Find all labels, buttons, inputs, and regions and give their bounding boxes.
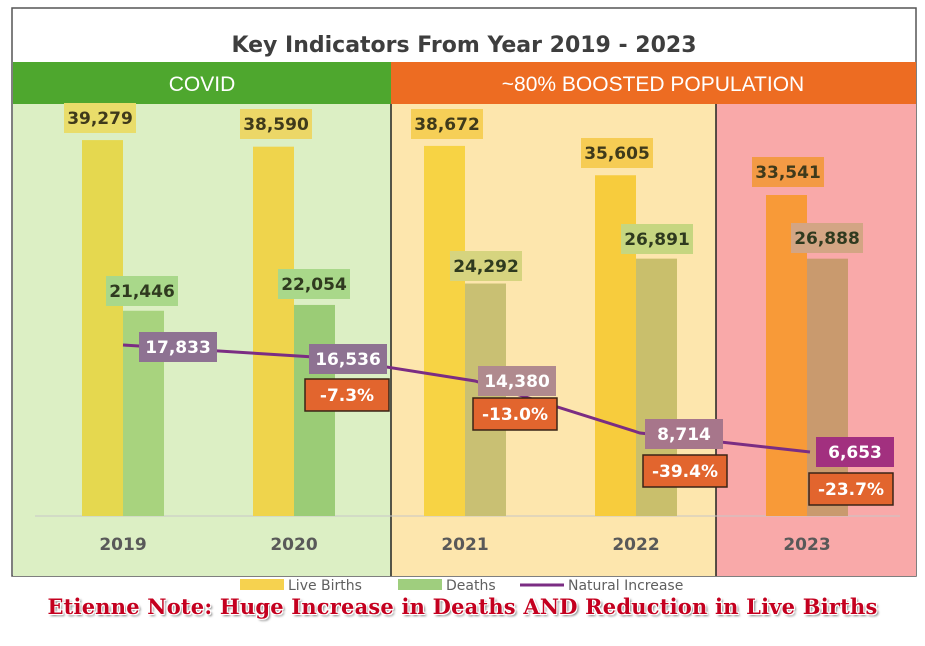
- covid-header: [13, 62, 391, 104]
- label-natural-increase-2021: 14,380: [484, 372, 550, 392]
- chart-title: Key Indicators From Year 2019 - 2023: [231, 33, 696, 58]
- label-natural-increase-2021-box: [478, 366, 556, 396]
- label-deaths-2023: 26,888: [794, 229, 860, 249]
- bar-live-births-2020: [253, 146, 294, 516]
- x-tick-label-2022: 2022: [612, 535, 659, 555]
- boosted-header-label: ~80% BOOSTED POPULATION: [502, 73, 804, 96]
- label-deaths-2019: 21,446: [109, 282, 175, 302]
- label-deaths-2023-box: [791, 223, 863, 253]
- label-change-4-box: [808, 472, 894, 506]
- bar-live-births-2019: [82, 140, 123, 516]
- x-tick-label-2021: 2021: [441, 535, 488, 555]
- label-natural-increase-2019-box: [139, 332, 217, 362]
- label-change-1: -7.3%: [320, 386, 374, 406]
- legend-label-3: Natural Increase: [568, 578, 683, 594]
- label-live-births-2019-box: [64, 103, 136, 133]
- label-natural-increase-2022: 8,714: [657, 425, 711, 445]
- label-deaths-2021-box: [450, 251, 522, 281]
- x-tick-label-2023: 2023: [783, 535, 830, 555]
- label-change-1-box: [304, 378, 390, 412]
- label-live-births-2022: 35,605: [584, 144, 650, 164]
- label-change-3-box: [642, 454, 728, 488]
- x-tick-label-2019: 2019: [99, 535, 146, 555]
- legend-label-1: Live Births: [288, 578, 362, 594]
- label-natural-increase-2019: 17,833: [145, 338, 211, 358]
- label-deaths-2019-box: [106, 276, 178, 306]
- label-change-2: -13.0%: [482, 405, 548, 425]
- label-live-births-2021-box: [411, 109, 483, 139]
- label-deaths-2020: 22,054: [281, 275, 347, 295]
- x-tick-label-2020: 2020: [270, 535, 317, 555]
- label-deaths-2022-box: [621, 224, 693, 254]
- label-change-3: -39.4%: [652, 462, 718, 482]
- etienne-note: Etienne Note: Huge Increase in Deaths AN…: [47, 594, 878, 619]
- label-deaths-2022: 26,891: [624, 230, 690, 250]
- covid-header-label: COVID: [169, 73, 236, 96]
- label-natural-increase-2022-box: [645, 419, 723, 449]
- label-natural-increase-2023: 6,653: [828, 443, 882, 463]
- label-change-4: -23.7%: [818, 480, 884, 500]
- label-live-births-2023-box: [752, 157, 824, 187]
- label-change-2-box: [472, 397, 558, 431]
- legend-swatch-2: [398, 579, 442, 590]
- label-live-births-2020-box: [240, 109, 312, 139]
- label-natural-increase-2023-box: [816, 437, 894, 467]
- label-live-births-2023: 33,541: [755, 163, 821, 183]
- label-natural-increase-2020-box: [309, 344, 387, 374]
- legend-swatch-1: [240, 579, 284, 590]
- label-live-births-2022-box: [581, 138, 653, 168]
- bar-live-births-2021: [424, 145, 465, 516]
- label-live-births-2021: 38,672: [414, 115, 480, 135]
- boosted-header: [391, 62, 916, 104]
- legend-label-2: Deaths: [446, 578, 496, 594]
- label-deaths-2021: 24,292: [453, 257, 519, 277]
- label-live-births-2020: 38,590: [243, 115, 309, 135]
- label-live-births-2019: 39,279: [67, 109, 133, 129]
- label-deaths-2020-box: [278, 269, 350, 299]
- label-natural-increase-2020: 16,536: [315, 350, 381, 370]
